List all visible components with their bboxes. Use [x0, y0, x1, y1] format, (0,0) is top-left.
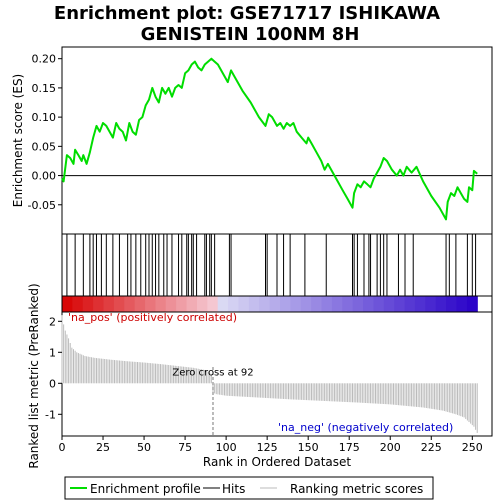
- legend: Enrichment profile Hits Ranking metric sco…: [64, 476, 434, 500]
- rank-bar-segment: [207, 296, 219, 312]
- es-plot-frame: [61, 46, 493, 235]
- rank-bar-segment: [228, 296, 240, 312]
- rank-bar-segment: [93, 296, 105, 312]
- xtick-label: 0: [59, 441, 66, 454]
- rank-bar-segment: [124, 296, 136, 312]
- rank-bar-segment: [342, 296, 354, 312]
- rank-bar-segment: [82, 296, 94, 312]
- rank-bar-segment: [394, 296, 406, 312]
- xtick-label: 250: [462, 441, 483, 454]
- rank-bar-segment: [176, 296, 188, 312]
- xtick-label: 150: [298, 441, 319, 454]
- rank-bar-segment: [248, 296, 260, 312]
- es-ytick-label: 0.10: [32, 111, 57, 124]
- rank-bar-segment: [186, 296, 198, 312]
- rank-bar-segment: [352, 296, 364, 312]
- rank-bar-segment: [456, 296, 468, 312]
- rank-gradient-bar: [61, 295, 493, 313]
- rank-bar-segment: [113, 296, 125, 312]
- rank-bar-segment: [238, 296, 250, 312]
- legend-label-ranking: Ranking metric scores: [290, 482, 423, 496]
- rank-bar-segment: [269, 296, 281, 312]
- es-ylabel: Enrichment score (ES): [11, 74, 25, 207]
- rank-bar-segment: [425, 296, 437, 312]
- rank-bar-segment: [290, 296, 302, 312]
- rank-bar-segment: [103, 296, 115, 312]
- rank-bar-segment: [145, 296, 157, 312]
- legend-label-hits: Hits: [222, 482, 245, 496]
- x-axis: 0 25 50 75 100 125 150 175 200 225 250 Rank in Orde…: [59, 436, 483, 469]
- rank-bar-segment: [155, 296, 167, 312]
- es-ytick-label: 0.00: [32, 170, 57, 183]
- xtick-label: 125: [257, 441, 278, 454]
- rank-bar-segment: [435, 296, 447, 312]
- metric-ytick-label: 2: [49, 315, 56, 328]
- rank-bar-segment: [446, 296, 458, 312]
- x-axis-label: Rank in Ordered Dataset: [203, 455, 351, 469]
- rank-bar-segment: [321, 296, 333, 312]
- chart-title-line-1: Enrichment plot: GSE71717 ISHIKAWA: [54, 3, 440, 24]
- legend-label-enrichment: Enrichment profile: [90, 482, 201, 496]
- enrichment-profile-line: [61, 57, 478, 221]
- es-ytick-label: 0.15: [32, 82, 57, 95]
- xtick-label: 100: [216, 441, 237, 454]
- zero-cross-label: Zero cross at 92: [172, 367, 253, 378]
- metric-frame: [61, 311, 493, 437]
- rank-bar-segment: [259, 296, 271, 312]
- rank-bar-segment: [466, 296, 478, 312]
- positive-correlation-label: 'na_pos' (positively correlated): [68, 311, 237, 324]
- hits-panel: [61, 233, 493, 297]
- xtick-label: 25: [96, 441, 110, 454]
- rank-bar-segment: [383, 296, 395, 312]
- ranking-metric-panel: -1 0 1 2 Zero cross at 92 'na_pos' (positivel…: [27, 283, 493, 469]
- rank-bar-segment: [72, 296, 84, 312]
- rank-bar-segment: [404, 296, 416, 312]
- metric-ytick-label: 1: [49, 346, 56, 359]
- es-ytick-label: -0.05: [28, 199, 56, 212]
- rank-bar-segment: [300, 296, 312, 312]
- xtick-label: 75: [178, 441, 192, 454]
- rank-bar-segment: [165, 296, 177, 312]
- negative-correlation-label: 'na_neg' (negatively correlated): [278, 421, 453, 434]
- rank-bar-segment: [134, 296, 146, 312]
- xtick-label: 200: [380, 441, 401, 454]
- metric-ytick-label: -1: [45, 408, 56, 421]
- chart-title-line-2: GENISTEIN 100NM 8H: [141, 24, 360, 45]
- xtick-label: 225: [421, 441, 442, 454]
- rank-bar-segment: [62, 296, 73, 312]
- rank-bar-segment: [414, 296, 426, 312]
- es-panel: -0.05 0.00 0.05 0.10 0.15 0.20 Enrichment scor…: [11, 46, 493, 235]
- rank-bar-segment: [217, 296, 229, 312]
- rank-bar-segment: [363, 296, 375, 312]
- rank-bar-segment: [373, 296, 385, 312]
- legend-box: [64, 476, 434, 500]
- rank-bar-segment: [311, 296, 323, 312]
- es-ytick-label: 0.05: [32, 140, 57, 153]
- xtick-label: 175: [339, 441, 360, 454]
- rank-bar-segment: [196, 296, 208, 312]
- rank-bar-segment: [279, 296, 291, 312]
- metric-ylabel: Ranked list metric (PreRanked): [27, 283, 41, 468]
- metric-ytick-label: 0: [49, 377, 56, 390]
- rank-bar-segment: [331, 296, 343, 312]
- xtick-label: 50: [137, 441, 151, 454]
- es-ytick-label: 0.20: [32, 53, 57, 66]
